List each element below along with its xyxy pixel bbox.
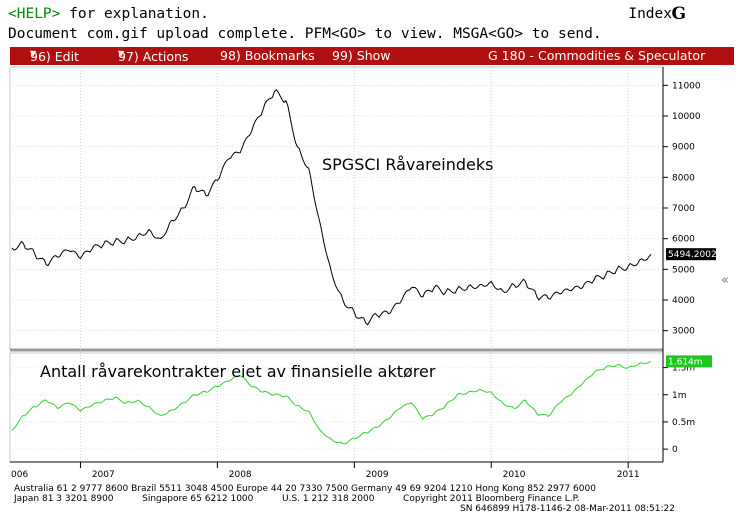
- footer-line-2: Japan 81 3 3201 8900 Singapore 65 6212 1…: [14, 494, 580, 504]
- y-tick-label: 1m: [672, 391, 687, 401]
- upper-last-value-tag: 5494.2002: [666, 248, 717, 261]
- y-tick-label: 1.5m: [672, 364, 695, 374]
- menu-bookmarks[interactable]: 98) Bookmarks: [220, 48, 315, 63]
- lower-chart-title: Antall råvarekontrakter eiet av finansie…: [40, 362, 436, 381]
- upper-chart-title: SPGSCI Råvareindeks: [322, 155, 493, 174]
- help-text: for explanation.: [60, 6, 209, 22]
- x-tick-label: 2008: [229, 470, 252, 480]
- footer-line-1: Australia 61 2 9777 8600 Brazil 5511 304…: [14, 484, 596, 494]
- menu-bar: 96) Edit ▼ 97) Actions ▼ 98) Bookmarks 99…: [10, 47, 734, 65]
- x-tick-label: 2010: [503, 470, 526, 480]
- y-tick-label: 8000: [672, 173, 695, 183]
- y-tick-label: 0.5m: [672, 418, 695, 428]
- x-tick-label: 2009: [366, 470, 389, 480]
- y-tick-label: 10000: [672, 112, 701, 122]
- y-tick-label: 3000: [672, 327, 695, 337]
- svg-text:5494.2002: 5494.2002: [668, 250, 717, 260]
- scroll-arrow-icon[interactable]: «: [721, 273, 729, 288]
- dropdown-icon: ▼: [30, 49, 37, 58]
- index-glyph: G: [671, 4, 686, 24]
- x-tick-label: 2007: [92, 470, 115, 480]
- y-tick-label: 5000: [672, 265, 695, 275]
- footer-line-3: SN 646899 H178-1146-2 08-Mar-2011 08:51:…: [460, 504, 675, 514]
- help-line: <HELP> for explanation.: [8, 6, 209, 22]
- page-title: G 180 - Commodities & Speculator: [488, 48, 706, 63]
- y-tick-label: 11000: [672, 81, 701, 91]
- dropdown-icon: ▼: [118, 49, 125, 58]
- menu-show[interactable]: 99) Show: [332, 48, 391, 63]
- status-message: Document com.gif upload complete. PFM<GO…: [8, 26, 602, 42]
- help-key[interactable]: <HELP>: [8, 6, 61, 22]
- x-tick-label: 006: [11, 470, 28, 480]
- y-tick-label: 6000: [672, 235, 695, 245]
- series-line-financial-contracts: [11, 360, 652, 445]
- lower-last-value-tag: 1.614m: [666, 355, 712, 368]
- y-tick-label: 4000: [672, 296, 695, 306]
- index-label: Index: [628, 6, 672, 22]
- y-tick-label: 9000: [672, 143, 695, 153]
- y-tick-label: 7000: [672, 204, 695, 214]
- svg-text:1.614m: 1.614m: [668, 357, 703, 367]
- y-tick-label: 0: [672, 445, 678, 455]
- series-line-spgsci: [11, 88, 652, 326]
- x-tick-label: 2011: [617, 470, 640, 480]
